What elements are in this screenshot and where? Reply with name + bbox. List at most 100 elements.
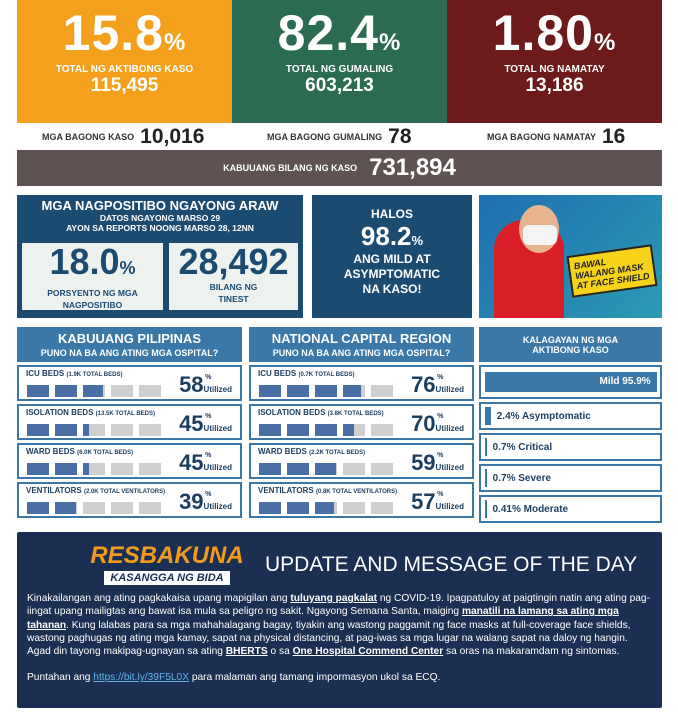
bed-icon: [139, 385, 161, 397]
utilization-pct: 59% Utilized: [411, 450, 464, 476]
utilized-label: Utilized: [203, 502, 232, 511]
bed-icon: [343, 424, 365, 436]
pct-sign: %: [437, 491, 444, 498]
utilization-row: VENTILATORS (0.8K TOTAL VENTILATORS) 57% U…: [249, 482, 474, 518]
bed-icon: [371, 385, 393, 397]
ventilator-icon: [371, 502, 393, 514]
ohcc-link[interactable]: One Hospital Commend Center: [292, 646, 444, 658]
bed-icon: [371, 424, 393, 436]
logo-top: RESBAKUNA: [90, 542, 244, 569]
bed-icon: [259, 424, 281, 436]
status-bar: Mild 95.9%: [485, 372, 657, 392]
hospital-panel-ph: KABUUANG PILIPINAS PUNO NA BA ANG ATING M…: [17, 327, 242, 518]
new-deaths-value: 16: [602, 125, 626, 148]
active-pct: 15.8: [62, 5, 164, 61]
bherts-link[interactable]: BHERTS: [225, 646, 268, 658]
resource-total: (2.0K TOTAL VENTILATORS): [83, 489, 166, 495]
status-bar: [485, 500, 487, 518]
ventilator-icon: [315, 502, 337, 514]
ventilator-icon: [55, 502, 77, 514]
positivity-title: MGA NAGPOSITIBO NGAYONG ARAW: [41, 198, 279, 213]
hospital-title: NATIONAL CAPITAL REGION: [271, 331, 452, 346]
ecq-link[interactable]: https://bit.ly/39F5L0X: [93, 672, 189, 684]
bed-icon: [287, 463, 309, 475]
pct-value: 57: [411, 489, 436, 514]
resource-total: (0.8K TOTAL VENTILATORS): [315, 489, 398, 495]
resource-total: (2.2K TOTAL BEDS): [309, 450, 366, 456]
bed-icon: [27, 385, 49, 397]
pct-sign: %: [163, 29, 187, 56]
text: . Kung lalabas para sa mga mahahalagang …: [27, 619, 631, 658]
pct-sign: %: [205, 452, 212, 459]
banner-text: BAWAL WALANG MASK AT FACE SHIELD: [566, 244, 658, 298]
ventilator-icon: [139, 502, 161, 514]
resource-name: VENTILATORS: [26, 486, 82, 495]
bed-icon: [27, 463, 49, 475]
utilized-label: Utilized: [435, 502, 464, 511]
pct-value: 45: [179, 411, 204, 436]
pct-sign: %: [205, 491, 212, 498]
total-value: 731,894: [369, 154, 456, 181]
pct-value: 58: [179, 372, 204, 397]
resource-total: (0.7K TOTAL BEDS): [298, 372, 355, 378]
bed-icon: [287, 385, 309, 397]
status-item: 2.4% Asymptomatic: [479, 402, 662, 430]
utilized-label: Utilized: [203, 385, 232, 394]
text: Puntahan ang: [27, 672, 94, 684]
bed-icon: [111, 385, 133, 397]
bed-icon: [315, 424, 337, 436]
message-footer: Puntahan ang https://bit.ly/39F5L0X para…: [17, 671, 662, 684]
pct-sign: %: [437, 374, 444, 381]
hospital-header: KABUUANG PILIPINAS PUNO NA BA ANG ATING M…: [17, 327, 242, 362]
utilization-pct: 39% Utilized: [179, 489, 232, 515]
mask-banner-image: BAWAL WALANG MASK AT FACE SHIELD: [479, 195, 662, 318]
new-cases-label: MGA BAGONG KASO: [42, 132, 135, 142]
status-item: 0.7% Critical: [479, 433, 662, 461]
bed-icon: [55, 424, 77, 436]
status-label: 2.4% Asymptomatic: [496, 410, 591, 422]
logo-bottom: KASANGGA NG BIDA: [104, 571, 230, 585]
pct-value: 39: [179, 489, 204, 514]
bed-icon: [287, 424, 309, 436]
tested-value: 28,492: [178, 241, 289, 282]
mild-pct: 98.2: [360, 221, 412, 251]
message-title: UPDATE AND MESSAGE OF THE DAY: [265, 553, 638, 576]
new-deaths: MGA BAGONG NAMATAY 16: [487, 124, 625, 150]
bed-icon: [55, 463, 77, 475]
utilized-label: Utilized: [435, 424, 464, 433]
new-recovered-value: 78: [388, 125, 412, 148]
pct-value: 76: [411, 372, 436, 397]
utilization-pct: 76% Utilized: [411, 372, 464, 398]
utilization-row: ISOLATION BEDS (3.8K TOTAL BEDS) 70% Utili…: [249, 404, 474, 440]
recovered-card: 82.4% TOTAL NG GUMALING 603,213: [232, 0, 447, 123]
hospital-header: NATIONAL CAPITAL REGION PUNO NA BA ANG AT…: [249, 327, 474, 362]
emphasis: manatili na lamang sa ating mga tahanan: [27, 606, 619, 631]
pct-sign: %: [437, 452, 444, 459]
utilized-label: Utilized: [435, 385, 464, 394]
utilization-row: ISOLATION BEDS (13.5K TOTAL BEDS) 45% Util…: [17, 404, 242, 440]
resbakuna-logo: RESBAKUNA KASANGGA NG BIDA: [87, 544, 247, 586]
pct-value: 70: [411, 411, 436, 436]
message-panel: RESBAKUNA KASANGGA NG BIDA UPDATE AND ME…: [17, 532, 662, 708]
resource-name: ISOLATION BEDS: [258, 408, 326, 417]
ventilator-icon: [111, 502, 133, 514]
utilization-pct: 45% Utilized: [179, 450, 232, 476]
bed-icon: [371, 463, 393, 475]
active-cases-card: 15.8% TOTAL NG AKTIBONG KASO 115,495: [17, 0, 232, 123]
bed-icon: [315, 385, 337, 397]
status-item: 0.7% Severe: [479, 464, 662, 492]
status-panel: KALAGAYAN NG MGA AKTIBONG KASO Mild 95.9…: [479, 327, 662, 523]
pct-value: 45: [179, 450, 204, 475]
resource-name: WARD BEDS: [26, 447, 75, 456]
new-deaths-label: MGA BAGONG NAMATAY: [487, 132, 596, 142]
bed-icon: [27, 424, 49, 436]
bed-icon: [83, 385, 105, 397]
text: Kinakailangan ang ating pagkakaisa upang…: [27, 593, 291, 604]
bed-icon: [139, 463, 161, 475]
recovered-count: 603,213: [305, 75, 374, 96]
ventilator-icon: [83, 502, 105, 514]
mild-text: ANG MILD AT ASYMPTOMATIC NA KASO!: [343, 252, 441, 296]
resource-total: (1.9K TOTAL BEDS): [66, 372, 123, 378]
status-label: 0.7% Critical: [492, 441, 553, 453]
deaths-pct: 1.80: [492, 5, 594, 61]
